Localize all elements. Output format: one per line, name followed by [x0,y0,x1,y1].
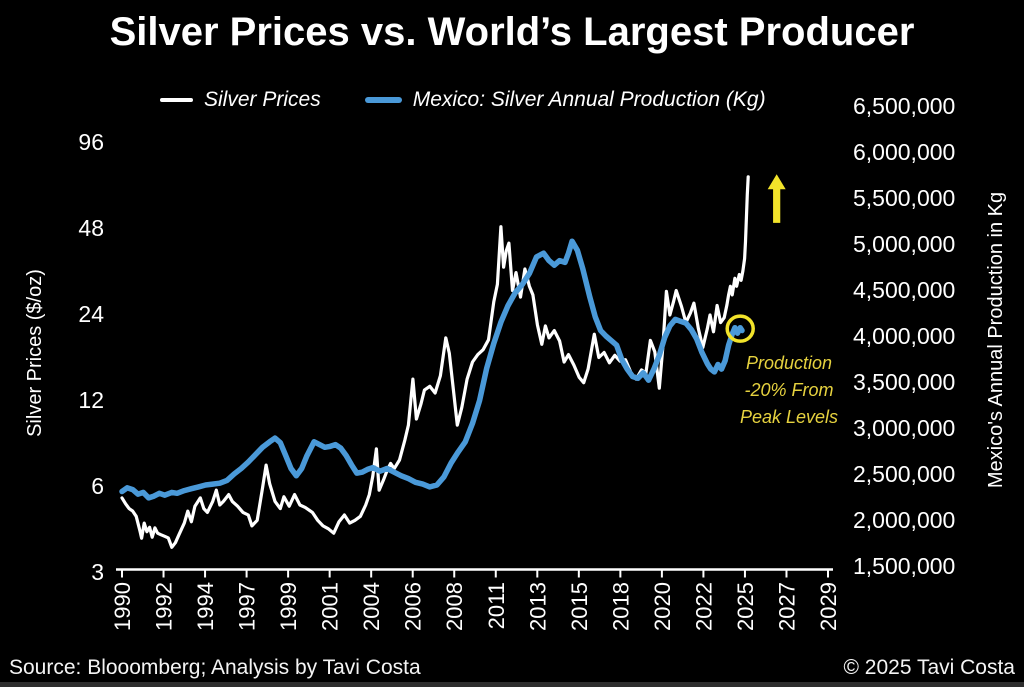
right-tick-label: 2,500,000 [853,461,955,487]
x-tick-label: 2004 [359,582,384,631]
x-tick-label: 2011 [484,582,509,629]
x-tick-label: 2025 [733,582,758,631]
right-tick-label: 5,000,000 [853,231,955,257]
up-arrow-icon [767,174,786,223]
x-tick-label: 1999 [276,582,301,631]
legend-item-silver: Silver Prices [160,88,321,112]
left-tick-label: 48 [78,215,104,241]
chart-title: Silver Prices vs. World’s Largest Produc… [109,10,915,54]
mexico-production-line [119,238,745,501]
x-tick-label: 2022 [691,582,716,631]
left-tick-label: 3 [91,559,104,585]
legend-item-mexico: Mexico: Silver Annual Production (Kg) [364,88,766,112]
x-tick-label: 2013 [525,582,550,631]
highlight-circle [725,314,755,343]
source-text: Source: Blooomberg; Analysis by Tavi Cos… [9,656,421,679]
right-tick-label: 1,500,000 [853,553,955,579]
x-tick-label: 2027 [774,582,799,631]
left-tick-label: 96 [78,129,104,155]
mexico-line-swatch-icon [364,97,402,103]
legend-label-silver: Silver Prices [204,88,321,111]
x-tick-label: 1990 [110,582,135,631]
x-tick-label: 2029 [816,582,841,631]
right-tick-label: 2,000,000 [853,507,955,533]
silver-line-swatch-icon [160,98,193,102]
right-tick-label: 4,000,000 [853,323,955,349]
x-tick-label: 1992 [152,582,177,631]
bottom-strip [0,682,1024,687]
right-tick-label: 3,500,000 [853,369,955,395]
x-tick-label: 2015 [567,582,592,631]
annotation-line-2: -20% From [744,380,834,400]
x-tick-label: 2020 [650,582,675,631]
legend-label-mexico: Mexico: Silver Annual Production (Kg) [412,88,766,111]
annotation-line-1: Production [745,353,833,373]
copyright-text: © 2025 Tavi Costa [843,656,1015,679]
x-tick-label: 2006 [401,582,426,631]
production-annotation: Production -20% From Peak Levels [716,350,862,431]
right-tick-label: 6,500,000 [853,93,955,119]
left-tick-label: 6 [91,473,104,499]
right-tick-label: 4,500,000 [853,277,955,303]
silver-price-line [120,175,750,549]
x-tick-label: 2018 [608,582,633,631]
right-tick-label: 5,500,000 [853,185,955,211]
x-tick-label: 2001 [318,582,343,631]
right-tick-label: 3,000,000 [853,415,955,441]
x-tick-label: 2008 [442,582,467,631]
x-tick-label: 1994 [193,582,218,631]
x-tick-label: 1997 [235,582,260,631]
legend: Silver Prices Mexico: Silver Annual Prod… [160,88,766,112]
right-tick-label: 6,000,000 [853,139,955,165]
annotation-line-3: Peak Levels [739,407,839,427]
left-tick-label: 12 [78,387,104,413]
left-tick-label: 24 [78,301,104,327]
